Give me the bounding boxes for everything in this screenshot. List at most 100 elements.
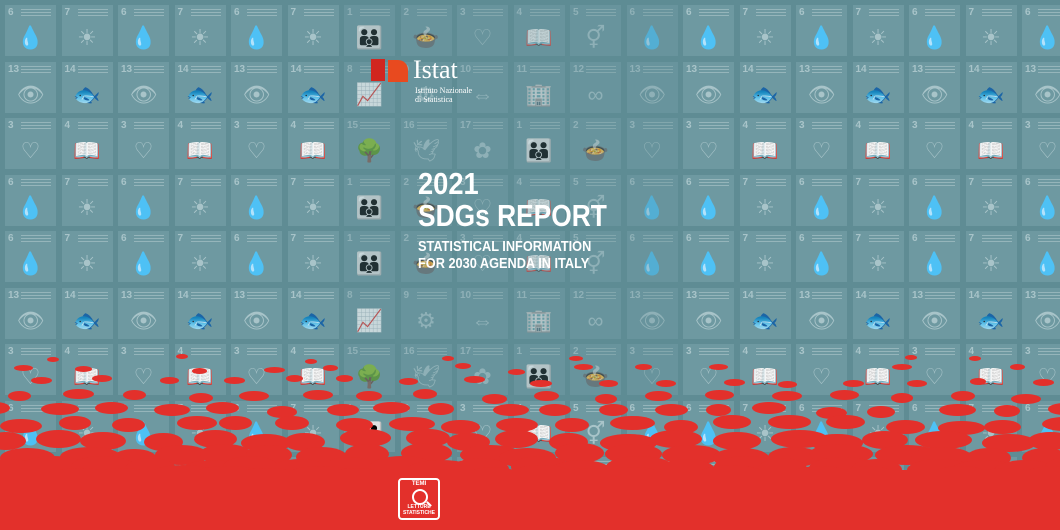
sdg-tile-number: 14 [64,289,76,301]
sdg-tile: 16 🕊 [400,118,452,169]
sdg-tile-number: 7 [290,7,297,18]
sdg-tile-icon: ☀ [190,194,210,220]
sdg-tile-number: 13 [799,63,811,75]
sdg-tile-caption [77,291,108,300]
sdg-tile-number: 3 [460,402,466,414]
sdg-tile: 6💧 [231,5,282,56]
sdg-tile: 7☀ [61,174,113,226]
sdg-tile-number: 6 [121,176,127,188]
sdg-tile: 6💧 [796,231,847,282]
sdg-tile-number: 14 [742,289,754,301]
sdg-tile-caption [812,122,842,130]
sdg-tile-number: 13 [629,289,641,301]
sdg-tile-icon: 🐟 [977,81,1005,107]
sdg-tile-icon: 🐟 [186,307,214,333]
sdg-tile-icon: 🐟 [186,81,214,107]
sdg-tile-number: 8 [347,63,353,75]
sdg-tile-caption [755,178,786,187]
red-dot [705,390,734,401]
red-dot [610,416,655,431]
sdg-tile-icon: ♡ [1037,138,1058,163]
sdg-tile-number: 6 [1025,402,1031,414]
sdg-tile-icon: 💧 [1033,251,1060,276]
sdg-tile-caption [360,178,390,187]
sdg-tile: 7☀ [739,231,791,282]
sdg-tile-icon: 💧 [694,194,723,220]
sdg-tile-icon: 💧 [1033,25,1060,50]
sdg-tile-caption [529,9,560,17]
sdg-tile-number: 3 [686,120,692,131]
red-dot [205,401,240,414]
sdg-tile-number: 4 [177,346,184,357]
sdg-tile-caption [21,65,51,74]
sdg-tile-caption [247,65,277,74]
sdg-tile-caption [1038,291,1060,300]
red-dot [398,378,419,386]
red-dot [40,403,79,415]
sdg-tile-caption [586,65,616,74]
sdg-tile-caption [699,122,729,130]
sdg-tile-number: 3 [1025,120,1031,131]
sdg-tile-caption [586,348,616,356]
sdg-tile-number: 3 [234,120,240,131]
sdg-tile-icon: 🐟 [73,307,101,333]
sdg-tile: 8 📈 [344,61,395,113]
sdg-tile-caption [981,9,1012,17]
sdg-tile-caption [868,178,899,187]
sdg-tile-icon: ♡ [698,138,719,163]
sdg-tile-number: 6 [1025,233,1031,244]
sdg-tile-icon: 📈 [355,81,384,107]
sdg-tile-caption [77,235,108,243]
sdg-tile-icon: 💧 [16,251,45,276]
sdg-tile-caption [190,348,221,356]
sdg-tile-number: 13 [799,289,811,301]
sdg-tile-caption [77,65,108,74]
red-dot [286,375,303,383]
sdg-tile-number: 3 [460,7,466,18]
red-dot [655,403,689,416]
sdg-tile-caption [247,291,277,300]
sdg-tile-number: 6 [8,176,14,188]
sdg-tile-icon: 📖 [73,138,101,163]
sdg-tile-caption [755,348,786,356]
sdg-tile: 9⚙ [400,61,452,113]
sdg-tile-caption [303,291,334,300]
sdg-tile-icon: 🐟 [299,81,327,107]
sdg-tile-number: 4 [516,233,523,244]
sdg-tile-number: 13 [8,63,20,75]
sdg-tile: 13 👁 [796,287,847,339]
sdg-tile: 3♡ [5,118,56,169]
sdg-tile-caption [868,65,899,74]
sdg-tile-caption [925,348,955,356]
sdg-tile-icon: ☀ [755,251,775,276]
sdg-tile: 9⚙ [400,287,452,339]
red-dot [767,415,812,430]
red-dot [635,363,652,370]
sdg-tile-icon: ☀ [868,194,888,220]
sdg-tile-number: 7 [742,7,749,18]
sdg-tile-caption [755,65,786,74]
red-dot [92,375,112,383]
sdg-tile-caption [981,122,1012,130]
sdg-tile: 6💧 [5,174,56,226]
sdg-tile: 4📖 [739,118,791,169]
sdg-tile-number: 16 [403,120,415,131]
sdg-tile: 6💧 [796,5,847,56]
sdg-tile-caption [868,291,899,300]
sdg-tile: 13 👁 [1022,287,1060,339]
sdg-tile-icon: 🕊 [412,138,440,163]
sdg-tile: 6💧 [231,174,282,226]
sdg-tile-number: 15 [347,346,359,357]
sdg-tile-icon: 💧 [694,251,723,276]
sdg-tile-caption [925,235,955,243]
sdg-tile-caption [134,178,164,187]
istat-logo: Istat Istituto Nazionale di Statistica [371,56,472,108]
sdg-tile-number: 4 [290,120,297,131]
sdg-tile-caption [190,404,221,413]
sdg-tile-caption [77,348,108,356]
red-dot [336,417,374,432]
sdg-tile-number: 6 [629,233,636,244]
logo-subtitle-line1: Istituto Nazionale [415,86,473,95]
sdg-tile-number: 6 [234,233,240,244]
red-dot [495,417,538,432]
